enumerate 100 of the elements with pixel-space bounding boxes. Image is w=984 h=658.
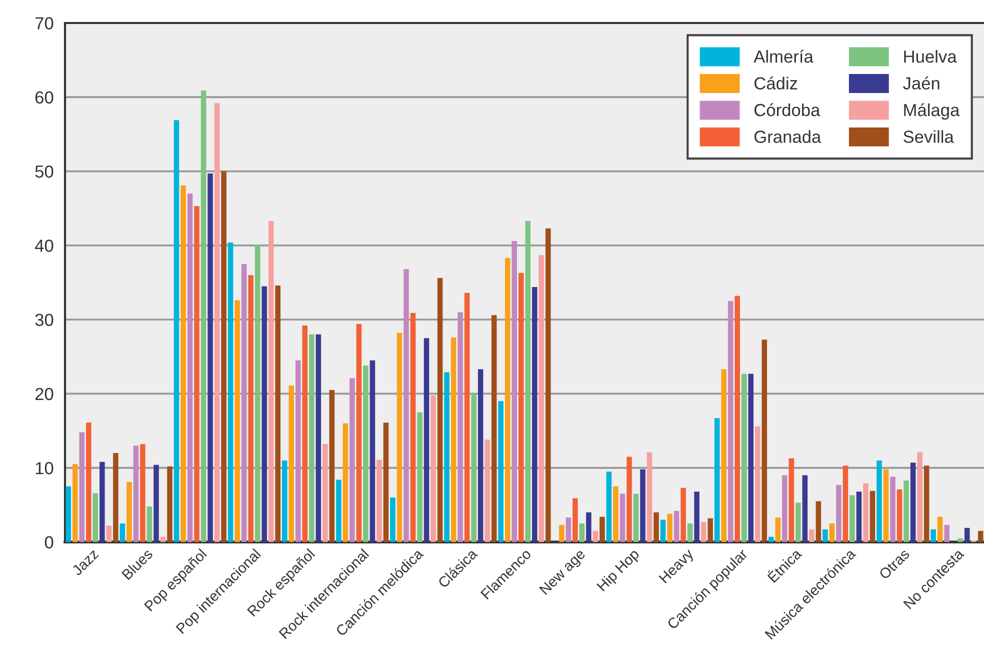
bar — [120, 523, 126, 542]
bar — [424, 338, 430, 542]
bar — [660, 520, 666, 542]
bar — [512, 240, 517, 542]
bar — [302, 326, 308, 542]
y-tick-label: 10 — [36, 462, 54, 474]
bar — [788, 458, 794, 542]
bar — [816, 501, 822, 542]
bar — [154, 464, 159, 542]
bar — [694, 492, 700, 542]
bar — [687, 523, 693, 542]
bar — [579, 523, 585, 542]
bar — [316, 334, 322, 542]
bar — [295, 360, 301, 542]
bar — [342, 423, 348, 542]
bar — [160, 536, 166, 542]
bar — [944, 524, 950, 542]
bar — [734, 296, 740, 542]
bar — [187, 194, 193, 542]
bar — [254, 244, 260, 542]
bar — [484, 440, 490, 542]
bar — [228, 242, 234, 542]
bar — [667, 514, 672, 542]
bar — [329, 390, 335, 542]
bar — [72, 464, 78, 542]
bar — [444, 372, 450, 542]
bar — [458, 312, 463, 542]
y-tick-label: 20 — [35, 388, 54, 400]
bar — [958, 538, 963, 542]
bar — [478, 369, 484, 542]
bar — [106, 526, 112, 542]
bar — [728, 301, 734, 542]
bar — [775, 518, 781, 542]
bar — [504, 258, 510, 542]
bar — [200, 90, 206, 542]
bar — [66, 486, 72, 542]
bar — [396, 332, 402, 542]
bar — [850, 495, 855, 542]
bar — [762, 340, 768, 542]
bar — [288, 386, 294, 542]
bar — [586, 512, 592, 542]
bar — [674, 510, 680, 542]
y-tick-label: 60 — [35, 91, 54, 104]
bar — [924, 466, 930, 542]
y-tick-label: 30 — [35, 314, 54, 326]
bar — [592, 530, 598, 542]
x-tick-label: Hip Hop — [596, 548, 642, 594]
bar — [221, 171, 226, 542]
bar — [822, 529, 828, 542]
bar — [383, 422, 389, 542]
bar — [809, 529, 814, 542]
bar — [498, 401, 504, 542]
bar — [640, 469, 646, 542]
bar — [748, 374, 754, 542]
bar — [700, 522, 706, 542]
bar — [417, 412, 422, 542]
bar — [180, 185, 186, 542]
bar — [606, 472, 612, 542]
bar — [937, 516, 943, 542]
bar — [437, 278, 443, 542]
bar — [167, 466, 172, 542]
bar — [654, 512, 659, 542]
bar — [836, 484, 842, 542]
legend-label: Cádiz — [754, 76, 798, 90]
bar — [309, 334, 314, 542]
bar — [802, 475, 808, 542]
bar — [546, 228, 551, 542]
bar — [464, 292, 470, 542]
bar — [262, 286, 267, 542]
bar — [782, 475, 788, 542]
bar — [146, 506, 152, 542]
bar — [883, 469, 889, 542]
bar — [890, 476, 896, 542]
bar — [140, 444, 146, 542]
bar — [600, 516, 605, 542]
bar — [525, 220, 531, 542]
bar — [714, 418, 720, 542]
bar — [856, 492, 862, 542]
bar — [842, 466, 848, 542]
bar — [336, 480, 342, 542]
bar — [876, 460, 882, 542]
bar — [471, 394, 476, 542]
bar — [370, 360, 376, 542]
bar — [768, 536, 774, 542]
legend-label: Almería — [754, 50, 814, 63]
bar — [268, 220, 274, 542]
bar — [376, 460, 382, 542]
bar — [126, 482, 132, 542]
bar — [532, 286, 538, 542]
bar — [930, 529, 936, 542]
legend-label: Granada — [754, 130, 822, 143]
bar — [79, 432, 85, 542]
legend-label: Córdoba — [754, 103, 820, 116]
bar — [208, 174, 213, 542]
bar — [917, 452, 922, 542]
bar — [896, 489, 902, 542]
bar — [559, 524, 564, 542]
bar — [741, 374, 747, 542]
bar — [904, 480, 909, 542]
bar — [404, 269, 409, 542]
